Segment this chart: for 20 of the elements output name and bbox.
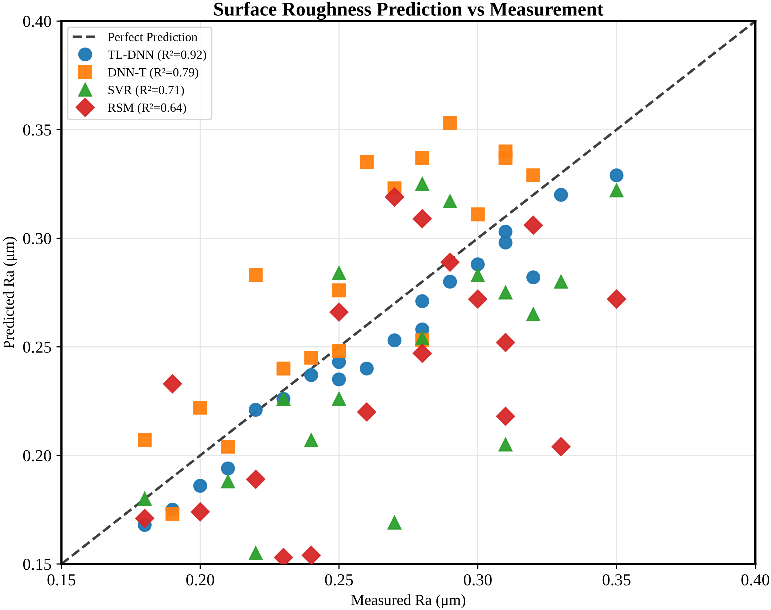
- legend-label: TL-DNN (R²=0.92): [108, 50, 206, 62]
- x-tick-label: 0.25: [325, 574, 354, 586]
- y-axis-title: Predicted Ra (μm): [3, 237, 18, 349]
- x-tick-label: 0.30: [464, 574, 492, 586]
- x-tick-label: 0.20: [186, 574, 214, 586]
- legend-label: SVR (R²=0.71): [108, 86, 184, 97]
- legend-label: Perfect Prediction: [108, 32, 198, 42]
- x-tick-label: 0.35: [602, 574, 631, 586]
- y-tick-label: 0.35: [23, 124, 52, 136]
- x-tick-label: 0.40: [742, 574, 770, 586]
- y-tick-label: 0.30: [23, 233, 52, 245]
- chart-title: Surface Roughness Prediction vs Measurement: [214, 2, 604, 20]
- x-axis-title: Measured Ra (μm): [352, 594, 466, 609]
- y-tick-label: 0.40: [23, 16, 52, 28]
- y-tick-label: 0.25: [23, 342, 52, 354]
- legend-label: RSM (R²=0.64): [108, 103, 186, 115]
- x-tick-label: 0.15: [48, 574, 76, 586]
- y-tick-label: 0.15: [23, 558, 52, 570]
- legend-label: DNN-T (R²=0.79): [108, 68, 198, 80]
- y-tick-label: 0.20: [23, 450, 52, 462]
